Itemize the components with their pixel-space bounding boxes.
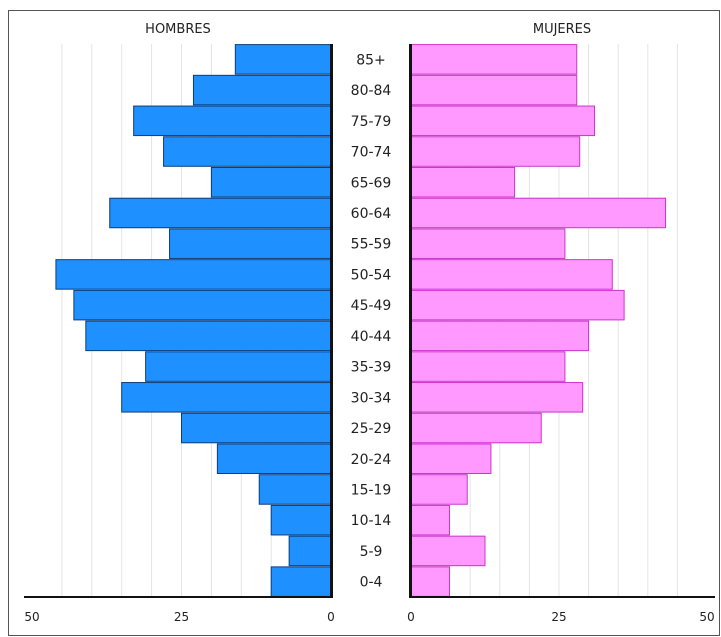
bar-female-0-4	[410, 566, 450, 597]
bar-male-35-39	[145, 351, 332, 382]
bar-female-30-34	[410, 382, 584, 413]
bar-female-45-49	[410, 289, 625, 321]
bar-male-40-44	[85, 320, 332, 352]
age-group-label: 70-74	[351, 145, 392, 161]
bar-male-5-9	[288, 535, 332, 567]
bar-female-25-29	[410, 412, 542, 444]
bar-female-35-39	[410, 351, 566, 382]
age-group-label: 25-29	[351, 421, 392, 437]
female-bars	[410, 44, 667, 597]
left-panel-title: HOMBRES	[145, 22, 211, 37]
age-group-label: 45-49	[351, 298, 392, 314]
x-tick-label: 25	[174, 610, 189, 624]
x-tick-label: 25	[551, 610, 566, 624]
bar-female-85+	[410, 44, 578, 75]
bar-female-55-59	[410, 228, 566, 259]
bar-male-85+	[234, 44, 332, 75]
bar-female-5-9	[410, 535, 486, 567]
gridlines	[61, 44, 678, 597]
bar-male-70-74	[163, 136, 332, 167]
bar-male-80-84	[192, 74, 332, 106]
bar-male-60-64	[109, 197, 332, 229]
bar-male-75-79	[133, 105, 332, 137]
age-group-label: 30-34	[351, 390, 392, 406]
tick-labels: 50 25 0 0 25 50	[24, 610, 714, 624]
x-tick-label: 0	[327, 610, 335, 624]
bar-female-60-64	[410, 197, 667, 229]
x-tick-label: 50	[24, 610, 39, 624]
bar-female-20-24	[410, 443, 492, 475]
bar-female-10-14	[410, 504, 450, 536]
right-panel-title: MUJERES	[533, 22, 591, 37]
bar-male-30-34	[121, 382, 332, 413]
age-group-label: 5-9	[360, 544, 383, 560]
bar-female-50-54	[410, 259, 613, 290]
bar-female-15-19	[410, 474, 468, 505]
age-group-label: 0-4	[360, 575, 383, 591]
bar-male-10-14	[270, 504, 332, 536]
bar-male-20-24	[216, 443, 332, 475]
age-group-label: 60-64	[351, 206, 392, 222]
age-group-label: 35-39	[351, 360, 392, 376]
male-bars	[55, 44, 332, 597]
x-tick-label: 0	[407, 610, 415, 624]
age-group-labels: 0-4 5-9 10-14 15-19 20-24 25-29 30-34 35-39 40-4…	[351, 52, 392, 590]
bar-male-25-29	[181, 412, 332, 444]
bar-male-45-49	[73, 289, 332, 321]
bar-female-70-74	[410, 136, 581, 167]
bar-female-40-44	[410, 320, 590, 352]
bar-male-65-69	[210, 166, 332, 198]
age-group-label: 10-14	[351, 513, 392, 529]
age-group-label: 20-24	[351, 452, 392, 468]
bar-male-15-19	[258, 474, 332, 505]
age-group-label: 40-44	[351, 329, 392, 345]
bar-female-80-84	[410, 74, 578, 106]
bar-female-75-79	[410, 105, 596, 137]
age-group-label: 75-79	[351, 114, 392, 130]
axes	[24, 44, 715, 598]
bar-male-50-54	[55, 259, 332, 290]
bar-male-0-4	[270, 566, 332, 597]
age-group-label: 80-84	[351, 83, 392, 99]
age-group-label: 55-59	[351, 237, 392, 253]
age-group-label: 50-54	[351, 267, 392, 283]
age-group-label: 85+	[356, 52, 386, 68]
age-group-label: 65-69	[351, 175, 392, 191]
bar-male-55-59	[169, 228, 332, 259]
bar-female-65-69	[410, 166, 516, 198]
age-group-label: 15-19	[351, 482, 392, 498]
x-tick-label: 50	[699, 610, 714, 624]
